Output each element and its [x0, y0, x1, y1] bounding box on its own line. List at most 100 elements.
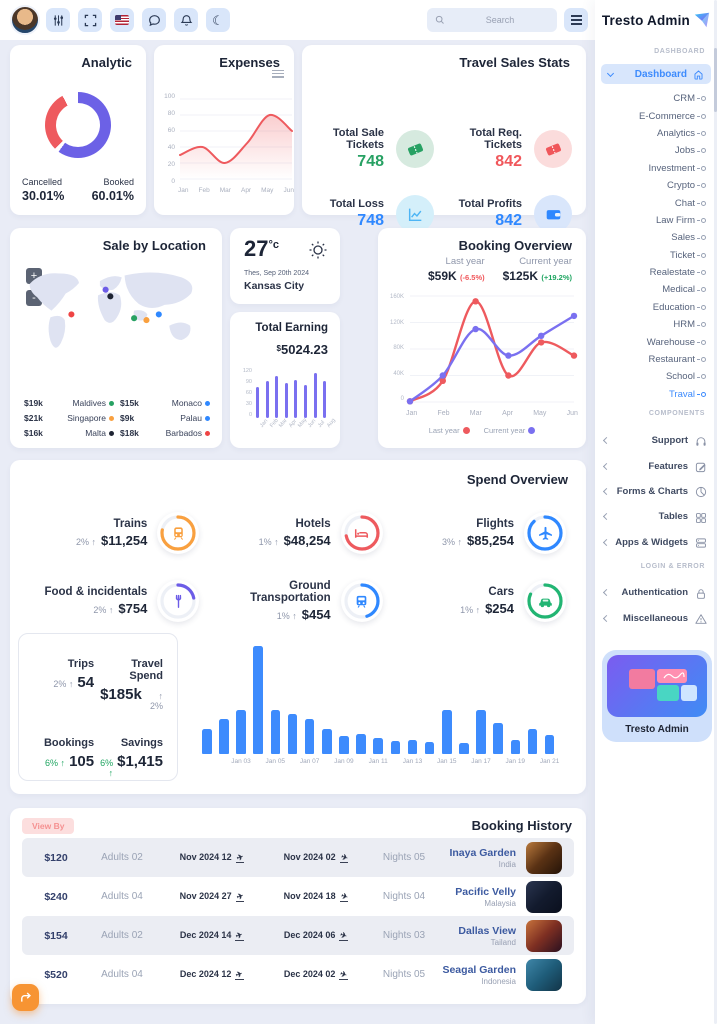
booking-adults: Adults 02	[101, 852, 143, 863]
sidebar-item-medical[interactable]: Medical	[595, 281, 719, 298]
temperature: 27°c	[244, 236, 280, 261]
sidebar-item-hrm[interactable]: HRM	[595, 316, 719, 333]
sidebar-item-crypto[interactable]: Crypto	[595, 177, 719, 194]
x-tick: Mar	[278, 417, 289, 429]
x-tick: Mar	[469, 410, 482, 417]
sidebar-item-law-firm[interactable]: Law Firm	[595, 212, 719, 229]
sidebar-item-realestate[interactable]: Realestate	[595, 264, 719, 281]
map-marker[interactable]	[155, 311, 162, 318]
expenses-menu-button[interactable]	[272, 68, 284, 80]
sidebar-item-warehouse[interactable]: Warehouse	[595, 333, 719, 350]
daily-spend-bar	[322, 728, 332, 754]
messages-button[interactable]	[142, 8, 166, 32]
sidebar-item-school[interactable]: School	[595, 368, 719, 385]
menu-icon	[272, 68, 284, 80]
daily-spend-bar	[270, 710, 281, 754]
quick-action-button[interactable]	[12, 984, 39, 1011]
sidebar-item-sales[interactable]: Sales	[595, 229, 719, 246]
map-marker[interactable]	[68, 311, 75, 318]
analytic-booked: Booked 60.01%	[91, 177, 134, 203]
x-tick: Jan	[259, 418, 270, 429]
sidebar-item-support[interactable]: Support	[595, 428, 719, 453]
legend-value: $16k	[24, 428, 43, 438]
sidebar-item-tables[interactable]: Tables	[595, 504, 719, 529]
booking-overview-card: Booking Overview Last year $59K (-6.5%) …	[378, 228, 586, 448]
y-tick: 0	[400, 396, 404, 402]
sidebar-item-restaurant[interactable]: Restaurant	[595, 351, 719, 368]
analytic-legend: Cancelled 30.01% Booked 60.01%	[22, 177, 134, 203]
sidebar-item-forms-charts[interactable]: Forms & Charts	[595, 479, 719, 504]
destination-photo	[526, 958, 562, 991]
daily-spend-bar	[510, 739, 521, 754]
x-tick: Jan 03	[231, 758, 251, 765]
booking-overview-y-axis: 160K 120K 80K 40K 0	[384, 294, 404, 402]
booking-history-row[interactable]: $240 Adults 04 Nov 2024 27 ✈ Nov 2024 18 ✈ Nig…	[22, 877, 574, 916]
spend-value: $85,254	[467, 533, 514, 548]
grid-icon	[695, 511, 707, 523]
promo-label: Tresto Admin	[625, 724, 689, 735]
bullet-icon	[697, 183, 706, 189]
sidebar-item-chat[interactable]: Chat	[595, 194, 719, 211]
map-marker[interactable]	[131, 315, 138, 322]
legend-value: $15k	[120, 398, 139, 408]
travel-sales-stats-title: Travel Sales Stats	[459, 55, 570, 70]
section-login-error-label: LOGIN & ERROR	[640, 563, 705, 570]
sidebar-item-investment[interactable]: Investment	[595, 160, 719, 177]
dark-mode-button[interactable]: ☾	[206, 8, 230, 32]
brand[interactable]: Tresto Admin	[602, 11, 711, 29]
sidebar-item-authentication[interactable]: Authentication	[595, 580, 719, 605]
sidebar-item-features[interactable]: Features	[595, 453, 719, 478]
warning-icon	[695, 612, 707, 624]
earning-bar	[265, 381, 269, 418]
filters-button[interactable]	[46, 8, 70, 32]
sidebar-item-dashboard[interactable]: Dashboard	[601, 64, 711, 84]
sidebar-item-education[interactable]: Education	[595, 299, 719, 316]
spend-bar-x-axis: Jan 03 Jan 05 Jan 07 Jan 09 Jan 11 Jan 13 Jan …	[202, 758, 562, 770]
spend-label: Food & incidentals	[44, 586, 148, 598]
booking-price: $240	[44, 890, 68, 903]
spend-ring	[524, 580, 566, 622]
spend-item: Flights 3% ↑ $85,254	[395, 518, 514, 548]
menu-button[interactable]	[564, 8, 588, 32]
spend-percent: 2% ↑	[93, 605, 114, 615]
search-input[interactable]	[451, 14, 549, 26]
sidebar-item-traval[interactable]: Traval	[595, 386, 719, 403]
pie-icon	[695, 485, 707, 498]
weather-date: Thes, Sep 20th 2024	[244, 270, 309, 277]
bullet-icon	[697, 357, 706, 363]
map-marker[interactable]	[107, 293, 114, 300]
summary-stat: Savings 6% ↑ $1,415	[100, 737, 163, 778]
x-tick: Jan 11	[368, 758, 388, 765]
sidebar-item-ticket[interactable]: Ticket	[595, 247, 719, 264]
booking-arrive-date: Dec 2024 06 ✈	[283, 930, 349, 941]
map-marker[interactable]	[102, 286, 109, 293]
promo-card[interactable]: Tresto Admin	[602, 650, 712, 742]
view-by-button[interactable]: View By	[22, 818, 75, 834]
user-avatar[interactable]	[10, 5, 40, 35]
notifications-button[interactable]	[174, 8, 198, 32]
sidebar-item-e-commerce[interactable]: E-Commerce	[595, 107, 719, 124]
map-marker[interactable]	[143, 317, 150, 324]
spend-ring	[340, 512, 383, 554]
booking-depart-date: Dec 2024 14 ✈	[179, 930, 245, 941]
y-tick: 120	[242, 368, 252, 374]
plane-takeoff-icon: ✈	[234, 969, 245, 980]
plane-landing-icon: ✈	[339, 891, 349, 902]
sidebar-item-crm[interactable]: CRM	[595, 90, 719, 107]
spend-ring	[340, 580, 383, 622]
fullscreen-button[interactable]	[78, 8, 102, 32]
world-map[interactable]	[22, 260, 212, 384]
language-button[interactable]	[110, 8, 134, 32]
sidebar-item-apps-widgets[interactable]: Apps & Widgets	[595, 530, 719, 555]
booking-history-row[interactable]: $120 Adults 02 Nov 2024 12 ✈ Nov 2024 02 ✈ Nig…	[22, 838, 574, 877]
legend-value: $18k	[120, 428, 139, 438]
sidebar-item-jobs[interactable]: Jobs	[595, 142, 719, 159]
booking-history-row[interactable]: $154 Adults 02 Dec 2024 14 ✈ Dec 2024 06 ✈ Nig…	[22, 916, 574, 955]
daily-spend-bar	[424, 741, 435, 754]
sidebar-item-miscellaneous[interactable]: Miscellaneous	[595, 605, 719, 630]
spend-percent: 1% ↑	[460, 605, 481, 615]
sidebar-item-analytics[interactable]: Analytics	[595, 125, 719, 142]
scrollbar-thumb[interactable]	[714, 48, 717, 112]
booking-history-row[interactable]: $520 Adults 04 Dec 2024 12 ✈ Dec 2024 02 ✈ Nig…	[22, 955, 574, 994]
bullet-icon	[697, 235, 706, 241]
